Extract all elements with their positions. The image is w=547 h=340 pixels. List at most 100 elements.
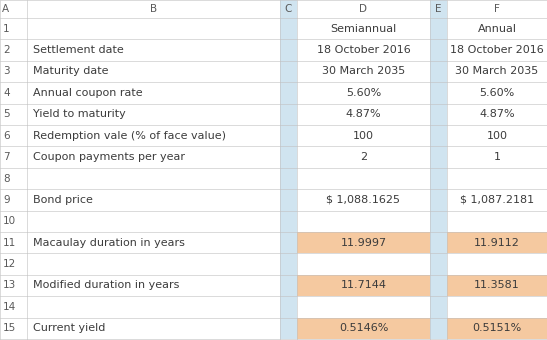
Bar — [0, 18, 27, 39]
Bar — [0, 253, 27, 275]
Text: 11.9112: 11.9112 — [474, 238, 520, 248]
Bar — [297, 61, 430, 82]
Bar — [280, 232, 297, 253]
Bar — [297, 189, 430, 210]
Bar — [297, 318, 430, 339]
Text: $ 1,088.1625: $ 1,088.1625 — [327, 195, 400, 205]
Bar — [27, 104, 280, 125]
Text: 3: 3 — [3, 67, 10, 76]
Text: 2: 2 — [3, 45, 10, 55]
Bar — [280, 318, 297, 339]
Text: 7: 7 — [3, 152, 10, 162]
Text: Annual: Annual — [478, 24, 516, 34]
Bar — [297, 232, 430, 253]
Text: F: F — [494, 4, 500, 14]
Bar — [430, 275, 447, 296]
Bar — [297, 232, 430, 253]
Bar — [447, 39, 547, 61]
Bar — [27, 318, 280, 339]
Bar — [280, 125, 297, 147]
Bar — [430, 39, 447, 61]
Text: 1: 1 — [3, 24, 10, 34]
Bar — [280, 0, 297, 18]
Bar — [27, 189, 280, 210]
Text: 8: 8 — [3, 173, 10, 184]
Text: 0.5146%: 0.5146% — [339, 323, 388, 333]
Bar — [27, 275, 280, 296]
Text: 0.5151%: 0.5151% — [473, 323, 522, 333]
Text: 100: 100 — [353, 131, 374, 141]
Text: Annual coupon rate: Annual coupon rate — [33, 88, 143, 98]
Bar — [297, 147, 430, 168]
Bar — [280, 210, 297, 232]
Bar — [27, 0, 280, 18]
Bar — [430, 82, 447, 104]
Bar — [27, 168, 280, 189]
Bar — [0, 82, 27, 104]
Bar — [280, 82, 297, 104]
Bar — [430, 189, 447, 210]
Bar — [0, 0, 27, 18]
Bar — [430, 296, 447, 318]
Text: 2: 2 — [360, 152, 367, 162]
Bar — [27, 39, 280, 61]
Text: 5.60%: 5.60% — [479, 88, 515, 98]
Bar — [27, 82, 280, 104]
Text: Current yield: Current yield — [33, 323, 106, 333]
Text: 11: 11 — [3, 238, 16, 248]
Bar — [430, 18, 447, 39]
Bar — [0, 318, 27, 339]
Text: 15: 15 — [3, 323, 16, 333]
Bar — [297, 210, 430, 232]
Bar — [0, 232, 27, 253]
Bar — [447, 147, 547, 168]
Bar — [447, 232, 547, 253]
Bar — [280, 189, 297, 210]
Bar — [297, 253, 430, 275]
Bar — [0, 296, 27, 318]
Text: 30 March 2035: 30 March 2035 — [455, 67, 539, 76]
Bar — [447, 275, 547, 296]
Text: Maturity date: Maturity date — [33, 67, 108, 76]
Bar — [430, 168, 447, 189]
Bar — [297, 82, 430, 104]
Text: 6: 6 — [3, 131, 10, 141]
Bar — [27, 147, 280, 168]
Text: Semiannual: Semiannual — [330, 24, 397, 34]
Bar — [430, 253, 447, 275]
Bar — [297, 0, 430, 18]
Text: E: E — [435, 4, 442, 14]
Text: 11.9997: 11.9997 — [340, 238, 387, 248]
Bar — [430, 104, 447, 125]
Text: 4.87%: 4.87% — [479, 109, 515, 119]
Text: Yield to maturity: Yield to maturity — [33, 109, 126, 119]
Text: 14: 14 — [3, 302, 16, 312]
Bar — [297, 275, 430, 296]
Text: 13: 13 — [3, 280, 16, 290]
Text: Bond price: Bond price — [33, 195, 93, 205]
Text: A: A — [2, 4, 9, 14]
Text: $ 1,087.2181: $ 1,087.2181 — [460, 195, 534, 205]
Text: Settlement date: Settlement date — [33, 45, 124, 55]
Text: 100: 100 — [486, 131, 508, 141]
Bar — [0, 147, 27, 168]
Text: 1: 1 — [493, 152, 501, 162]
Text: Redemption vale (% of face value): Redemption vale (% of face value) — [33, 131, 226, 141]
Bar — [27, 125, 280, 147]
Bar — [0, 125, 27, 147]
Bar — [430, 318, 447, 339]
Bar — [447, 104, 547, 125]
Text: 4: 4 — [3, 88, 10, 98]
Bar — [0, 275, 27, 296]
Bar — [447, 125, 547, 147]
Text: 12: 12 — [3, 259, 16, 269]
Bar — [297, 125, 430, 147]
Bar — [447, 232, 547, 253]
Text: 5: 5 — [3, 109, 10, 119]
Bar — [0, 210, 27, 232]
Bar — [297, 275, 430, 296]
Text: Coupon payments per year: Coupon payments per year — [33, 152, 185, 162]
Bar — [297, 168, 430, 189]
Text: 18 October 2016: 18 October 2016 — [450, 45, 544, 55]
Bar — [27, 210, 280, 232]
